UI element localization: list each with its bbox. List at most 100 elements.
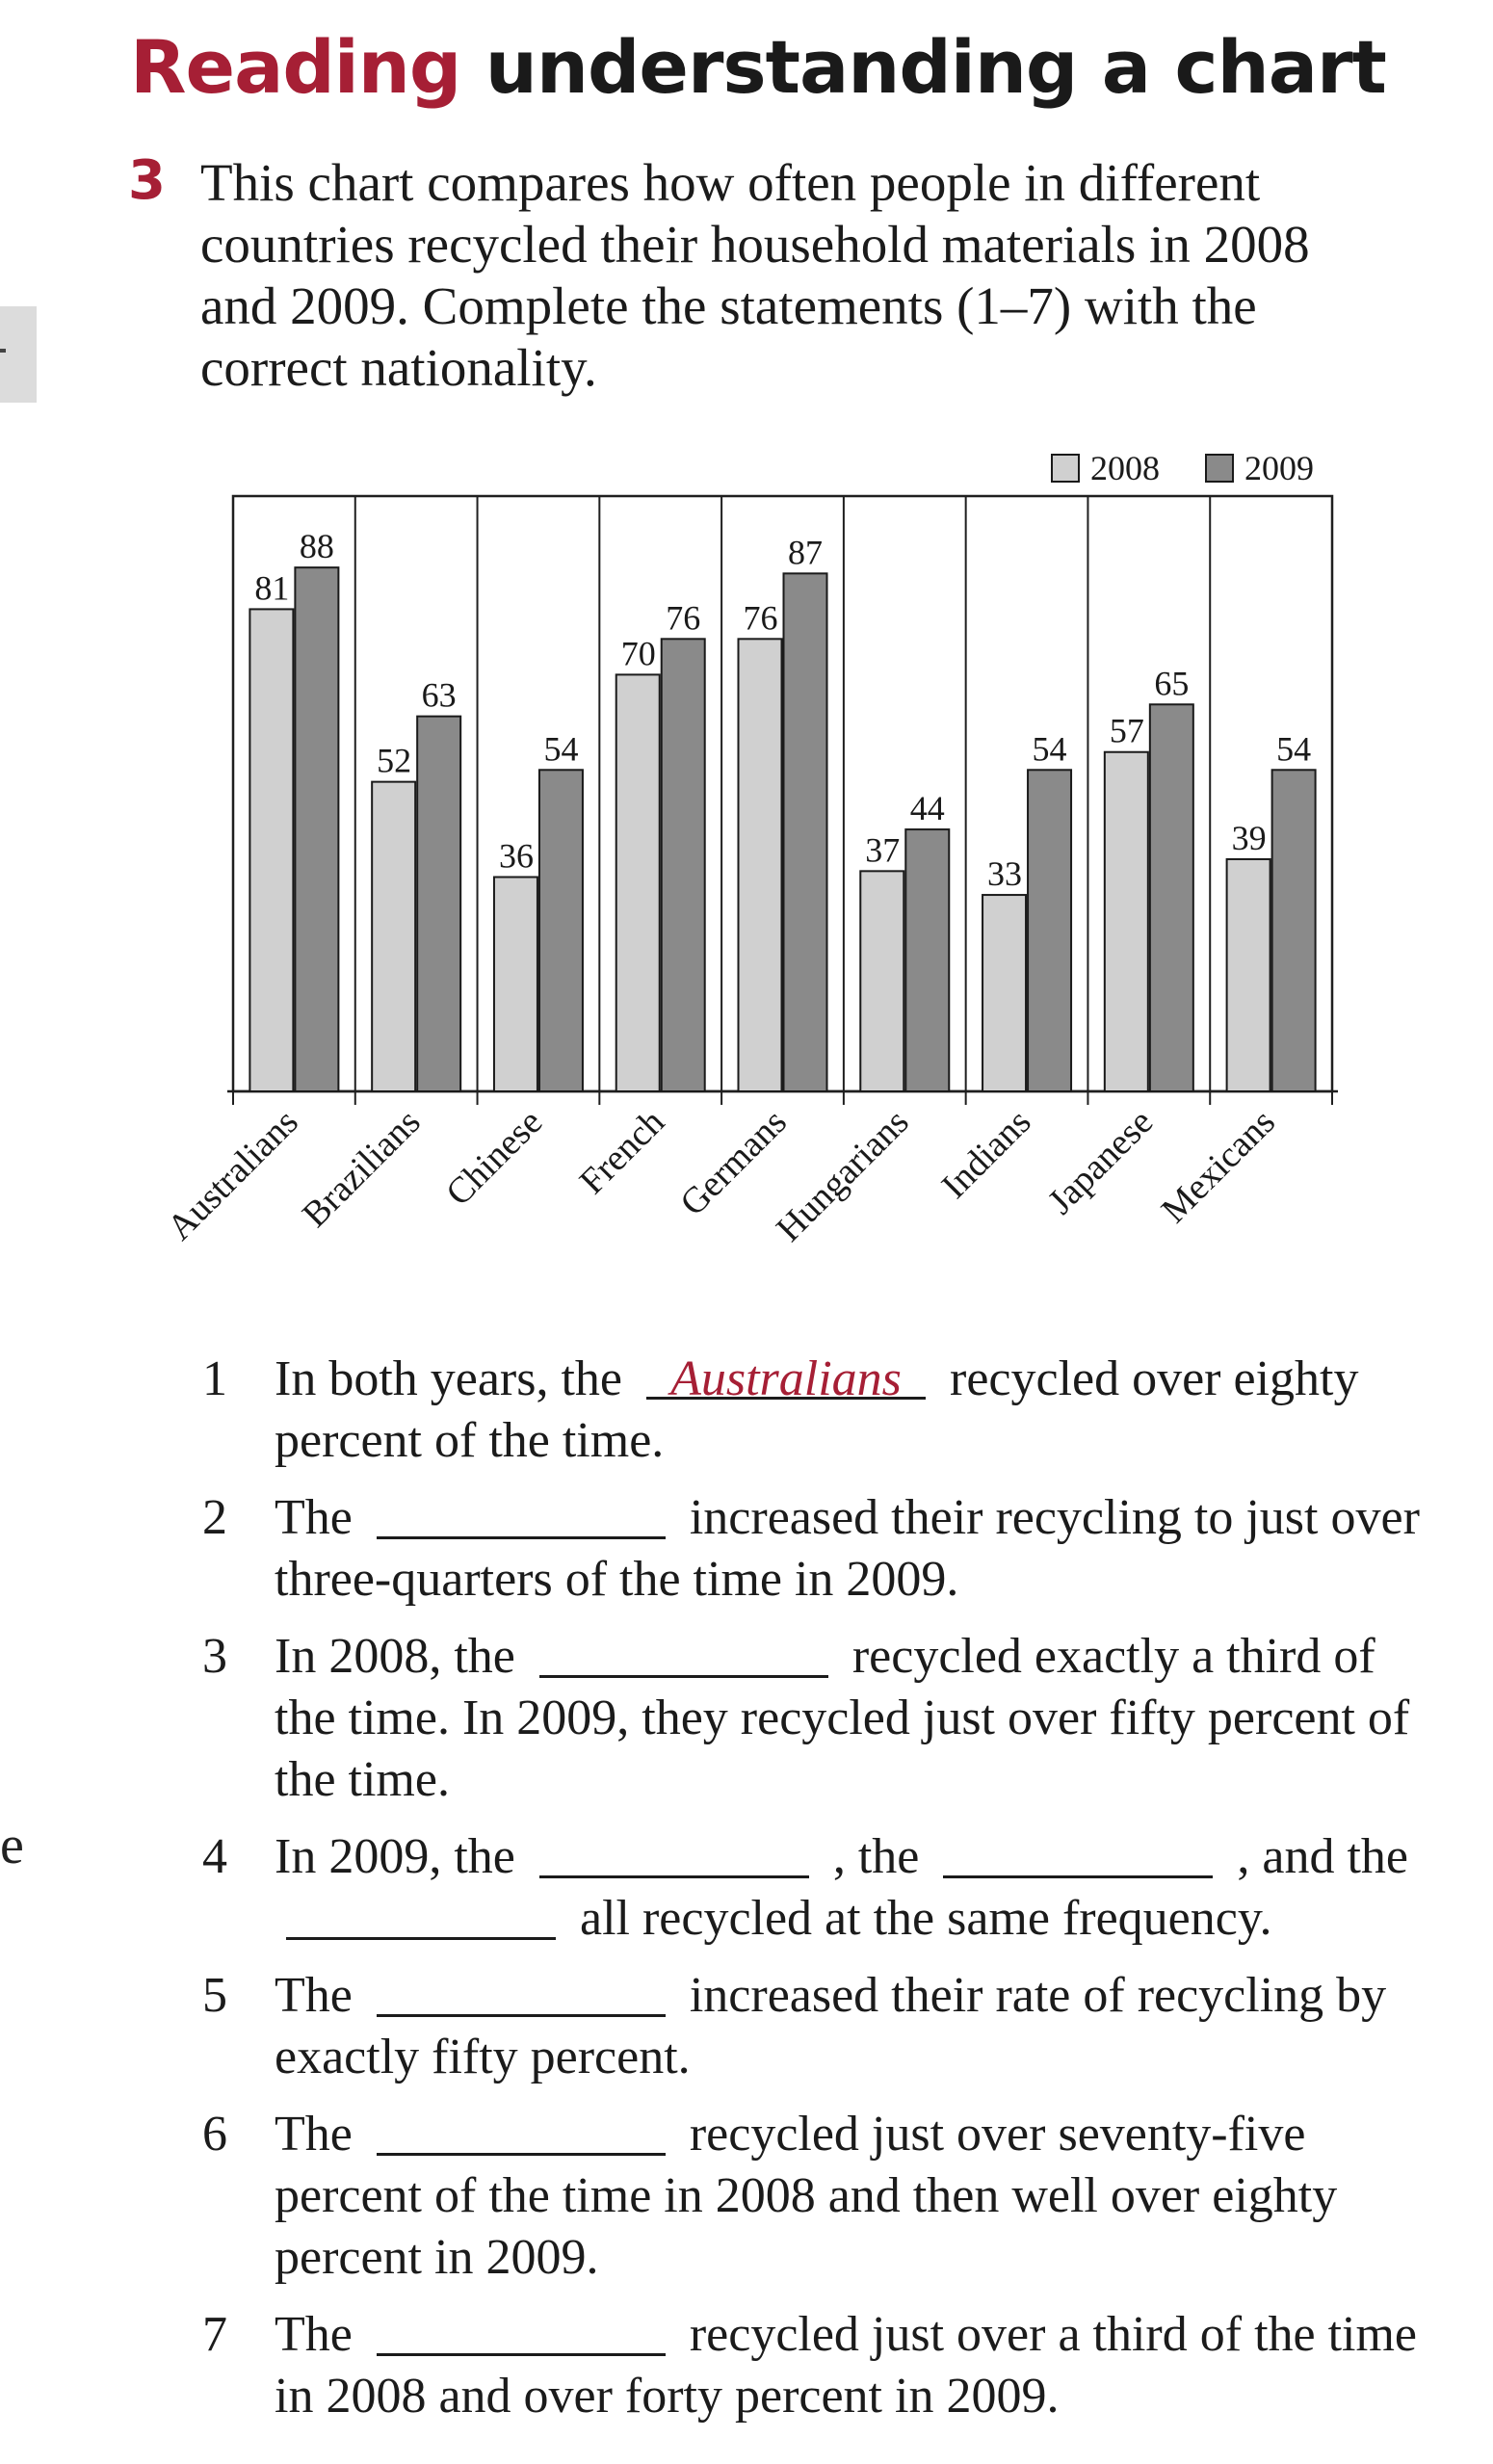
bar-2009 — [416, 715, 462, 1092]
answer-blank-4b[interactable] — [943, 1827, 1214, 1878]
recycling-bar-chart: 81 88 Australians 52 63 Brazilians 36 54 Chinese… — [160, 449, 1338, 1250]
answer-blank-3[interactable] — [538, 1627, 828, 1678]
data-label-2009: 63 — [422, 676, 457, 715]
statement-text: recycled just over seventy-five percent … — [275, 2107, 1338, 2285]
legend-label-2009: 2009 — [1244, 449, 1314, 487]
statement-text: The — [275, 1968, 353, 2023]
data-label-2008: 39 — [1232, 819, 1267, 857]
category-label: Chinese — [438, 1102, 550, 1214]
statement-3: 3 In 2008, the recycled exactly a third … — [202, 1626, 1445, 1811]
statement-text: In 2009, the — [275, 1829, 515, 1884]
statement-text: In 2008, the — [275, 1629, 515, 1684]
statement-text: the — [1347, 1829, 1408, 1884]
bar-2008 — [1225, 857, 1271, 1092]
category-label: Hungarians — [769, 1102, 917, 1250]
data-label-2008: 57 — [1110, 712, 1144, 750]
category-label: Mexicans — [1154, 1102, 1283, 1231]
data-label-2008: 33 — [987, 854, 1022, 893]
bar-2009 — [782, 572, 828, 1092]
heading-rest: understanding a chart — [485, 24, 1387, 110]
data-label-2008: 81 — [254, 568, 289, 607]
data-label-2009: 54 — [1033, 729, 1067, 768]
statement-number: 7 — [202, 2307, 227, 2362]
statement-number: 1 — [202, 1351, 227, 1406]
statement-text: , and — [1237, 1829, 1335, 1884]
statement-text: all recycled at the same frequency. — [580, 1891, 1272, 1946]
bar-2008 — [1103, 750, 1149, 1092]
bar-2009 — [1027, 769, 1073, 1093]
category-label: Germans — [672, 1102, 795, 1224]
statement-number: 5 — [202, 1968, 227, 2023]
bar-2008 — [249, 608, 295, 1092]
bar-2008 — [859, 870, 905, 1093]
data-label-2009: 54 — [1276, 729, 1311, 768]
data-label-2008: 70 — [621, 634, 656, 672]
statement-text: The — [275, 2307, 353, 2362]
legend-label-2008: 2008 — [1090, 449, 1160, 487]
bar-2009 — [294, 566, 340, 1092]
statement-text: increased their recycling to just over t… — [275, 1490, 1420, 1607]
bar-2008 — [615, 673, 661, 1093]
heading-accent: Reading — [130, 24, 461, 110]
statement-text: In both years, the — [275, 1351, 623, 1406]
statement-2: 2 The increased their recycling to just … — [202, 1487, 1445, 1611]
answer-blank-7[interactable] — [376, 2305, 666, 2356]
statement-4: 4 In 2009, the , the , and the all recyc… — [202, 1826, 1445, 1950]
statement-text: , the — [832, 1829, 920, 1884]
statement-number: 2 — [202, 1490, 227, 1545]
statement-6: 6 The recycled just over seventy-five pe… — [202, 2104, 1445, 2289]
category-label: Australians — [160, 1102, 306, 1248]
data-label-2009: 76 — [666, 598, 700, 637]
answer-blank-4c[interactable] — [286, 1889, 556, 1940]
data-label-2009: 54 — [543, 729, 578, 768]
bar-2008 — [737, 638, 783, 1092]
data-label-2009: 65 — [1154, 664, 1189, 702]
bar-2008 — [371, 780, 417, 1092]
statement-number: 3 — [202, 1629, 227, 1684]
bar-2008 — [492, 876, 538, 1093]
statement-text: The — [275, 2107, 353, 2162]
data-label-2009: 87 — [788, 533, 823, 571]
data-label-2009: 44 — [910, 789, 945, 827]
statement-number: 6 — [202, 2107, 227, 2162]
data-label-2008: 76 — [744, 598, 778, 637]
margin-letter: e — [0, 1816, 24, 1875]
answer-blank-2[interactable] — [376, 1488, 666, 1539]
statement-text: increased their rate of recycling by exa… — [275, 1968, 1387, 2084]
bar-2009 — [904, 828, 951, 1093]
statement-5: 5 The increased their rate of recycling … — [202, 1965, 1445, 2088]
side-tab — [0, 306, 37, 403]
data-label-2008: 36 — [499, 837, 534, 876]
legend-swatch-2008 — [1051, 454, 1080, 483]
legend-swatch-2009 — [1205, 454, 1234, 483]
data-label-2009: 88 — [300, 527, 334, 565]
statement-text: recycled just over a third of the time i… — [275, 2307, 1418, 2424]
data-label-2008: 37 — [865, 830, 900, 869]
exercise-instruction: This chart compares how often people in … — [200, 153, 1310, 397]
statement-number: 4 — [202, 1829, 227, 1884]
statement-text: recycled exactly a third of the time. In… — [275, 1629, 1410, 1807]
statement-7: 7 The recycled just over a third of the … — [202, 2304, 1445, 2427]
exercise-number: 3 — [128, 149, 166, 212]
statement-text: The — [275, 1490, 353, 1545]
category-label: Indians — [934, 1102, 1039, 1207]
section-heading: Reading understanding a chart — [130, 24, 1387, 110]
data-label-2008: 52 — [377, 742, 411, 780]
category-label: Japanese — [1040, 1102, 1161, 1222]
category-label: Brazilians — [295, 1102, 429, 1236]
side-tab-mark — [0, 349, 6, 353]
answer-blank-5[interactable] — [376, 1966, 666, 2017]
answer-blank-6[interactable] — [376, 2105, 666, 2156]
answer-blank-1[interactable]: Australians — [646, 1349, 927, 1406]
bar-2009 — [660, 638, 706, 1092]
bar-2008 — [982, 894, 1028, 1092]
example-answer: Australians — [670, 1351, 902, 1406]
statement-1: 1 In both years, the Australians recycle… — [202, 1349, 1445, 1472]
statement-text: recycled over eighty percent of the time… — [275, 1351, 1359, 1468]
category-label: French — [572, 1102, 672, 1202]
statements-list: 1 In both years, the Australians recycle… — [202, 1349, 1445, 2443]
bar-2009 — [537, 769, 584, 1093]
bar-2009 — [1270, 769, 1317, 1093]
bar-2009 — [1148, 703, 1194, 1092]
answer-blank-4a[interactable] — [538, 1827, 809, 1878]
